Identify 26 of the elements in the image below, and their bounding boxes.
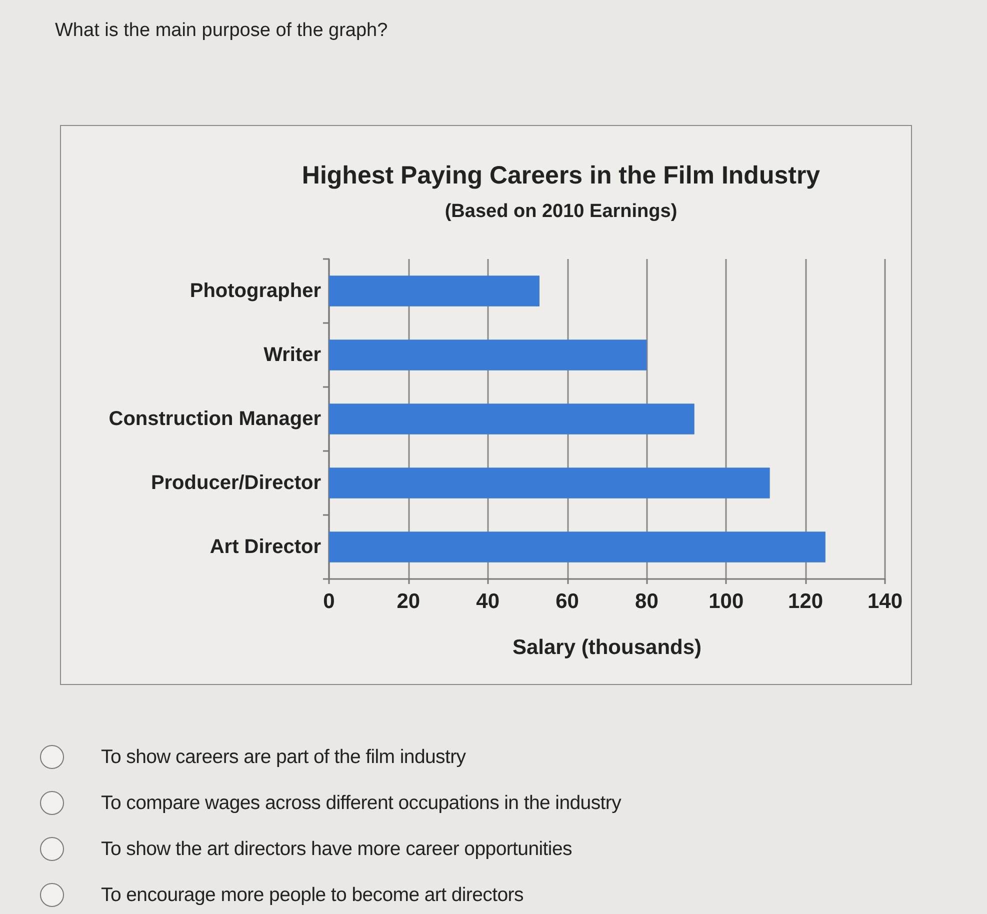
text: What is the main purpose of the graph?	[55, 20, 388, 42]
y-tick-label: Writer	[264, 344, 322, 366]
y-tick-label: Art Director	[210, 536, 322, 558]
x-tick-label: 140	[867, 590, 903, 613]
x-tick-label: 60	[556, 590, 579, 613]
x-tick-label: 100	[708, 590, 744, 613]
bar	[329, 276, 540, 306]
x-tick-label: 40	[476, 590, 500, 613]
bar	[329, 404, 694, 434]
chart-subtitle: (Based on 2010 Earnings)	[444, 201, 678, 222]
text: To compare wages across different occupations in the industry	[101, 792, 622, 814]
x-tick-label: 0	[323, 590, 335, 613]
bar	[329, 468, 770, 498]
text: To encourage more people to become art directors	[101, 884, 524, 906]
text: To show the art directors have more career opportunities	[101, 838, 572, 860]
x-tick-label: 20	[396, 590, 420, 613]
y-tick-label: Producer/Director	[150, 472, 322, 494]
bar	[329, 340, 647, 370]
text: To show careers are part of the film industry	[101, 746, 466, 768]
y-tick-label: Photographer	[190, 280, 322, 302]
bar	[329, 532, 826, 562]
x-axis-title: Salary (thousands)	[512, 636, 702, 659]
x-tick-label: 80	[635, 590, 658, 613]
y-tick-label: Construction Manager	[108, 408, 322, 430]
chart-title: Highest Paying Careers in the Film Industry	[302, 162, 820, 190]
x-tick-label: 120	[788, 590, 824, 613]
